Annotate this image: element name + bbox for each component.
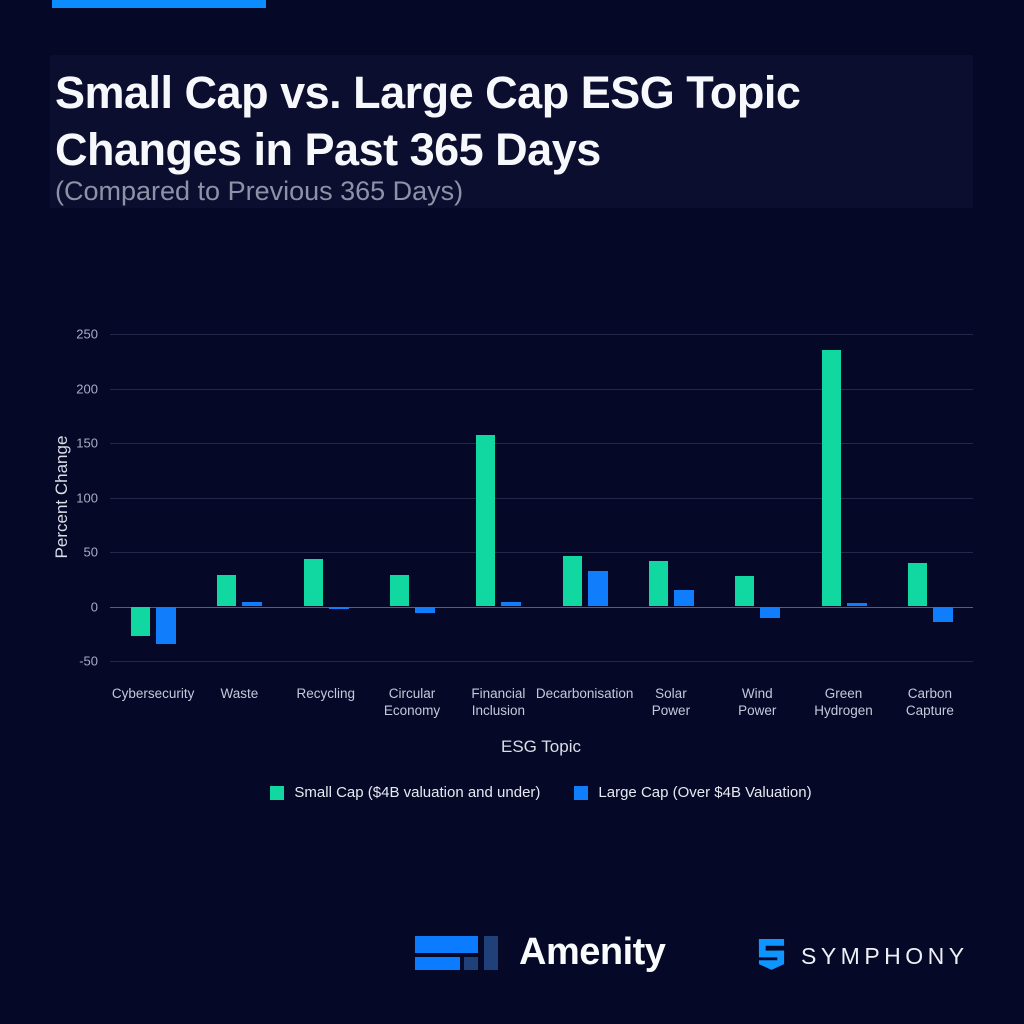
bar-small-cap [217,574,237,607]
x-category-label: Waste [179,685,299,702]
x-category-label: Financial Inclusion [438,685,558,719]
x-category-line: Power [651,703,691,718]
symphony-shield-icon [758,939,785,970]
y-tick-50: 50 [83,544,98,560]
chart-legend: Small Cap ($4B valuation and under) Large… [0,784,1024,801]
gridline-0 [110,606,973,608]
y-tick-0: 0 [90,599,98,614]
amenity-logo-bar-bottom [415,957,460,970]
y-axis-label: Percent Change [52,435,71,559]
amenity-logo-square [464,957,478,970]
x-category-label: Cybersecurity [93,685,213,702]
x-category-label: Green Hydrogen [784,685,904,719]
bar-large-cap [501,602,522,607]
bar-large-cap [932,606,953,622]
x-category-line: Recycling [296,686,356,701]
x-category-label: Decarbonisation [525,685,645,702]
bar-large-cap [328,606,349,609]
bar-large-cap [415,606,436,614]
y-tick-150: 150 [76,435,98,451]
x-category-line: Waste [220,686,259,701]
x-category-line: Green [824,686,863,701]
title-panel [50,55,973,208]
x-category-line: Financial [471,686,526,701]
bar-small-cap [476,435,496,607]
x-category-line: Inclusion [471,703,525,718]
x-category-line: Wind [741,686,773,701]
x-category-line: Cybersecurity [111,686,195,701]
bar-small-cap [648,560,668,607]
x-category-line: Solar [655,686,687,701]
legend-label: Small Cap ($4B valuation and under) [294,784,541,801]
page-title-line1: Small Cap vs. Large Cap ESG Topic [55,67,801,118]
symphony-wordmark: SYMPHONY [801,943,969,969]
amenity-logo-bar-top [415,936,478,953]
x-category-line: Hydrogen [814,703,873,718]
x-category-line: Power [738,703,777,718]
amenity-logo [415,936,498,970]
bar-small-cap [131,606,151,636]
top-accent-bar [52,0,266,8]
gridline-100 [110,497,973,499]
page-subtitle: (Compared to Previous 365 Days) [55,176,464,206]
amenity-wordmark: Amenity [519,931,666,973]
x-category-line: Economy [383,703,441,718]
legend-swatch-icon [574,785,589,800]
bar-large-cap [242,602,263,607]
bar-small-cap [907,562,927,607]
legend-label: Large Cap (Over $4B Valuation) [598,784,812,801]
gridline-200 [110,388,973,390]
bar-large-cap [587,570,608,607]
bar-chart-plot-area: 250 200 150 100 50 0 -50 Cybersecurity Waste Recy… [76,327,973,718]
x-category-line: Carbon [907,686,952,701]
y-tick-250: 250 [76,326,98,342]
gridline-150 [110,443,973,444]
y-tick-200: 200 [76,381,98,396]
x-category-label: Recycling [266,685,386,702]
legend-item-small-cap: Small Cap ($4B valuation and under) [270,784,540,801]
page-title: Small Cap vs. Large Cap ESG Topic Change… [55,64,955,178]
page-title-line2: Changes in Past 365 Days [55,124,601,175]
x-category-label: Circular Economy [352,685,472,719]
x-category-line: Capture [905,703,954,718]
gridline--50 [110,661,973,662]
x-category-label: Wind Power [697,685,817,719]
bar-small-cap [390,574,410,607]
x-category-line: Circular [388,686,436,701]
bar-large-cap [673,590,694,607]
legend-swatch-icon [270,785,285,800]
bar-small-cap [562,556,582,607]
bar-large-cap [156,606,177,644]
bar-small-cap [821,350,841,607]
x-axis-label: ESG Topic [500,737,581,756]
x-category-line: Decarbonisation [535,686,634,701]
bar-large-cap [846,603,867,607]
y-tick--50: -50 [79,653,98,669]
gridline-250 [110,334,973,335]
gridline-50 [110,552,973,553]
x-category-label: Solar Power [611,685,731,719]
bar-small-cap [303,558,323,607]
bar-large-cap [760,606,781,619]
x-category-label: Carbon Capture [870,685,990,719]
legend-item-large-cap: Large Cap (Over $4B Valuation) [574,784,812,801]
amenity-logo-bar-right [484,936,498,970]
y-tick-100: 100 [76,490,98,505]
bar-small-cap [735,575,755,607]
